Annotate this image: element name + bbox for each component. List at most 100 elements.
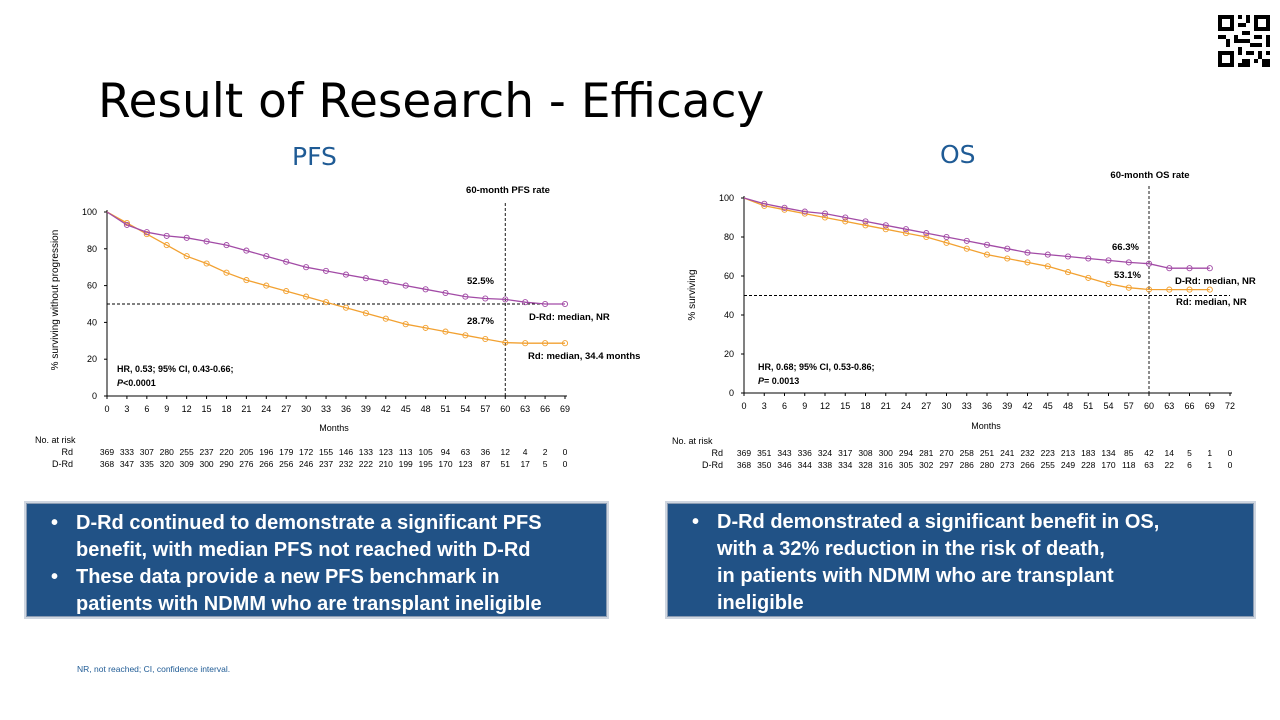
censor-mark-d-rd: [1186, 265, 1193, 272]
censor-mark-rd: [1186, 286, 1193, 293]
censor-mark-d-rd: [522, 299, 529, 306]
censor-mark-rd: [342, 304, 350, 311]
risk-row-label: D-Rd: [702, 460, 723, 470]
x-tick-label: 9: [802, 401, 807, 411]
risk-cell: 294: [899, 448, 913, 458]
risk-cell: 343: [777, 448, 791, 458]
risk-table-header: No. at risk: [672, 436, 713, 446]
censor-mark-d-rd: [983, 241, 991, 248]
risk-cell: 6: [1187, 460, 1192, 470]
censor-mark-rd: [1125, 284, 1132, 291]
risk-cell: 0: [563, 447, 568, 457]
risk-cell: 22: [1165, 460, 1175, 470]
censor-mark-rd: [1145, 286, 1153, 293]
risk-cell: 256: [279, 459, 293, 469]
bullet-text-line: patients with NDMM who are transplant in…: [76, 593, 542, 615]
x-tick-label: 36: [982, 401, 992, 411]
x-tick-label: 57: [480, 404, 490, 414]
risk-cell: 42: [1144, 448, 1154, 458]
x-tick-label: 18: [221, 404, 231, 414]
x-tick-label: 48: [421, 404, 431, 414]
risk-cell: 255: [180, 447, 194, 457]
censor-mark-d-rd: [382, 278, 389, 285]
y-axis-label: % surviving without progression: [50, 230, 61, 371]
censor-mark-d-rd: [342, 271, 350, 278]
x-axis-label: Months: [971, 421, 1001, 431]
censor-mark-rd: [781, 206, 788, 213]
x-tick-label: 39: [1002, 401, 1012, 411]
slide-title: Result of Research - Efficacy: [98, 74, 765, 129]
series-line-rd: [743, 197, 1210, 291]
p-value-label: = 0.0013: [764, 376, 799, 386]
rate-label-drd: 66.3%: [1112, 242, 1139, 253]
x-tick-label: 27: [281, 404, 291, 414]
censor-mark-rd: [322, 299, 330, 306]
risk-cell: 309: [180, 459, 194, 469]
censor-mark-rd: [1105, 280, 1112, 287]
risk-cell: 155: [319, 447, 333, 457]
risk-cell: 350: [757, 460, 771, 470]
risk-cell: 241: [1000, 448, 1014, 458]
x-tick-label: 45: [1043, 401, 1053, 411]
censor-mark-d-rd: [1166, 265, 1173, 272]
x-tick-label: 45: [401, 404, 411, 414]
p-value-label: <0.0001: [123, 378, 156, 388]
risk-cell: 133: [359, 447, 373, 457]
censor-mark-rd: [183, 253, 190, 260]
censor-mark-rd: [1044, 263, 1051, 270]
cutoff-label: 60-month PFS rate: [466, 185, 550, 196]
risk-table-header: No. at risk: [35, 435, 76, 445]
risk-cell: 246: [299, 459, 313, 469]
censor-mark-d-rd: [422, 286, 429, 293]
censor-mark-rd: [1206, 286, 1213, 293]
x-tick-label: 15: [840, 401, 850, 411]
censor-mark-d-rd: [482, 295, 489, 302]
x-tick-label: 66: [540, 404, 550, 414]
risk-cell: 255: [1041, 460, 1055, 470]
censor-mark-d-rd: [183, 234, 190, 241]
y-tick-label: 100: [82, 207, 97, 217]
risk-cell: 195: [419, 459, 433, 469]
censor-mark-d-rd: [781, 204, 788, 211]
x-tick-label: 72: [1225, 401, 1235, 411]
censor-mark-rd: [263, 282, 270, 289]
censor-mark-rd: [382, 315, 389, 322]
risk-cell: 134: [1101, 448, 1115, 458]
censor-mark-rd: [923, 233, 930, 241]
x-tick-label: 27: [921, 401, 931, 411]
x-tick-label: 9: [164, 404, 169, 414]
qr-code-icon: [1218, 15, 1270, 67]
p-value-italic: P: [117, 378, 124, 388]
risk-cell: 276: [239, 459, 253, 469]
y-tick-label: 100: [719, 193, 734, 203]
censor-mark-d-rd: [263, 253, 270, 260]
x-tick-label: 69: [1205, 401, 1215, 411]
risk-cell: 334: [838, 460, 852, 470]
risk-cell: 85: [1124, 448, 1134, 458]
bullet-text-line: with a 32% reduction in the risk of deat…: [717, 538, 1105, 560]
risk-cell: 228: [1081, 460, 1095, 470]
censor-mark-d-rd: [1024, 249, 1031, 256]
median-label-drd: D-Rd: median, NR: [529, 312, 610, 323]
censor-mark-d-rd: [923, 230, 930, 237]
risk-cell: 51: [501, 459, 511, 469]
censor-mark-rd: [542, 340, 549, 347]
bullet-icon: •: [51, 566, 59, 588]
x-tick-label: 36: [341, 404, 351, 414]
risk-cell: 273: [1000, 460, 1014, 470]
censor-mark-d-rd: [882, 222, 889, 229]
bullet-icon: •: [692, 511, 700, 533]
censor-mark-d-rd: [123, 221, 130, 228]
risk-cell: 251: [980, 448, 994, 458]
bullet-icon: •: [51, 512, 59, 534]
censor-mark-d-rd: [821, 210, 829, 217]
censor-mark-rd: [882, 226, 889, 233]
risk-cell: 123: [379, 447, 393, 457]
censor-mark-rd: [243, 277, 250, 284]
y-tick-label: 80: [87, 244, 97, 254]
x-tick-label: 0: [104, 404, 109, 414]
risk-cell: 1: [1207, 448, 1212, 458]
risk-cell: 210: [379, 459, 393, 469]
y-tick-label: 20: [87, 354, 97, 364]
